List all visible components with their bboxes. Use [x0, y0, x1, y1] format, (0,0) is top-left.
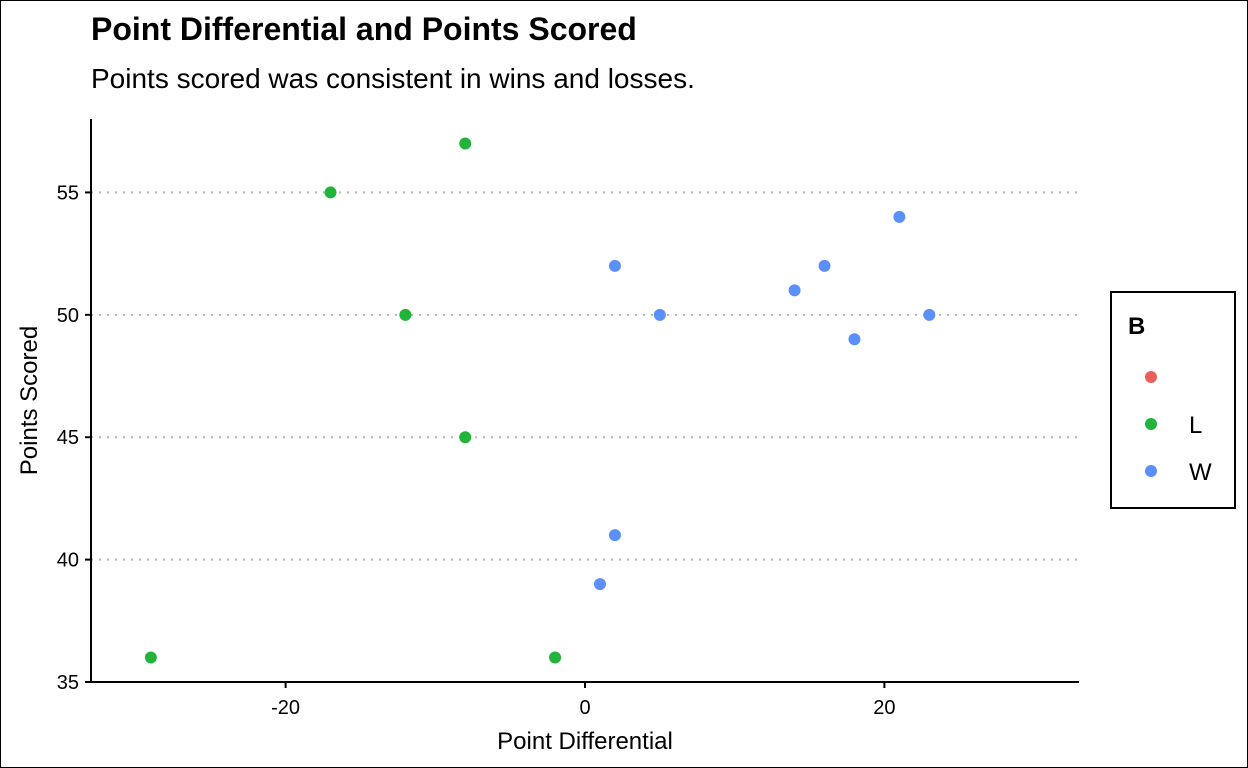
- data-point-W: [923, 308, 936, 321]
- data-point-L: [144, 651, 157, 664]
- x-axis-title: Point Differential: [497, 728, 673, 755]
- x-tick-label: -20: [271, 697, 300, 719]
- axes: 35 40 45 50 55 -20 0 20: [57, 119, 1079, 719]
- data-point-W: [848, 333, 861, 346]
- legend: B LW: [1110, 291, 1236, 509]
- x-tick-label: 20: [873, 697, 895, 719]
- chart-subtitle: Points scored was consistent in wins and…: [91, 63, 695, 94]
- data-point-L: [399, 308, 412, 321]
- y-tick-label: 50: [57, 305, 79, 327]
- data-point-L: [459, 137, 472, 150]
- legend-key: [1145, 371, 1157, 383]
- legend-title: B: [1128, 313, 1145, 340]
- data-point-W: [593, 578, 606, 591]
- data-point-W: [893, 210, 906, 223]
- y-tick-label: 45: [57, 427, 79, 449]
- y-tick-label: 35: [57, 672, 79, 694]
- legend-label: W: [1189, 459, 1212, 486]
- data-point-L: [324, 186, 337, 199]
- data-point-W: [608, 529, 621, 542]
- data-points: [144, 137, 936, 664]
- data-point-W: [653, 308, 666, 321]
- data-point-W: [818, 259, 831, 272]
- y-axis-title: Points Scored: [16, 326, 43, 475]
- y-tick-label: 55: [57, 182, 79, 204]
- data-point-L: [549, 651, 562, 664]
- legend-label: L: [1189, 412, 1202, 439]
- legend-key: [1145, 418, 1157, 430]
- legend-key: [1145, 465, 1157, 477]
- legend-box: [1110, 291, 1236, 509]
- gridlines: [91, 191, 1079, 561]
- x-tick-label: 0: [579, 697, 590, 719]
- data-point-L: [459, 431, 472, 444]
- y-tick-label: 40: [57, 550, 79, 572]
- chart-title: Point Differential and Points Scored: [91, 11, 637, 47]
- data-point-W: [788, 284, 801, 297]
- data-point-W: [608, 259, 621, 272]
